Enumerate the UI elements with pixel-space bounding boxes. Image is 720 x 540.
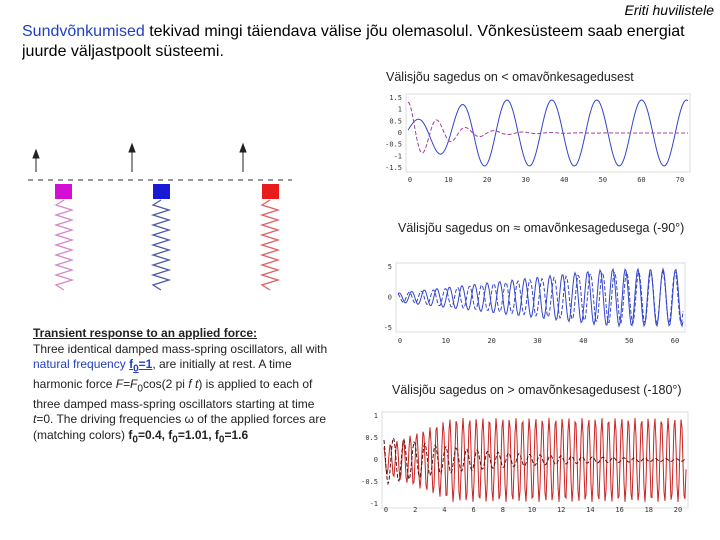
x-tick-label: 60 — [671, 337, 679, 345]
x-tick-label: 12 — [557, 506, 565, 514]
desc-text: cos(2 pi — [142, 376, 189, 391]
desc-text: 0 — [218, 434, 225, 446]
y-tick-label: 0 — [374, 456, 378, 464]
x-tick-label: 6 — [471, 506, 475, 514]
curve — [397, 270, 684, 325]
desc-text: F=F — [115, 376, 138, 391]
y-tick-label: -1.5 — [385, 164, 402, 172]
desc-text: f — [168, 427, 173, 442]
spring — [150, 199, 172, 291]
curve — [407, 101, 688, 154]
desc-heading: Transient response to an applied force: — [33, 326, 258, 340]
plot-frame — [395, 262, 686, 333]
desc-text: ) is applied to each of three damped mas… — [33, 376, 315, 411]
curve — [397, 267, 684, 328]
x-tick-label: 0 — [384, 506, 388, 514]
title: Sundvõnkumised tekivad mingi täiendava v… — [22, 22, 712, 62]
y-tick-label: -5 — [384, 324, 392, 332]
desc-text: 0 — [132, 434, 138, 446]
y-tick-label: 1.5 — [389, 94, 402, 102]
x-tick-label: 60 — [637, 176, 645, 184]
y-tick-label: -1 — [394, 152, 402, 160]
plot-frame — [381, 411, 689, 509]
desc-text: f — [129, 357, 134, 371]
desc-text: 0 — [133, 363, 139, 375]
x-tick-label: 18 — [645, 506, 653, 514]
x-tick-label: 16 — [615, 506, 623, 514]
x-tick-label: 70 — [676, 176, 684, 184]
x-tick-label: 10 — [528, 506, 536, 514]
x-tick-label: 10 — [442, 337, 450, 345]
mass — [153, 184, 170, 199]
y-tick-label: 5 — [388, 263, 392, 271]
y-tick-label: 1 — [398, 106, 402, 114]
y-tick-label: 0 — [398, 129, 402, 137]
description: Transient response to an applied force: T… — [33, 326, 333, 448]
desc-text: =0.4, — [137, 427, 169, 442]
x-tick-label: 50 — [625, 337, 633, 345]
y-tick-label: -0.5 — [361, 478, 378, 486]
plot-caption: Välisjõu sagedus on ≈ omavõnkesagedusega… — [398, 221, 685, 235]
x-tick-label: 2 — [413, 506, 417, 514]
x-tick-label: 4 — [442, 506, 446, 514]
desc-text: f — [214, 427, 219, 442]
desc-text: =1.6 — [224, 427, 249, 442]
desc-text: t — [33, 412, 37, 427]
curve — [383, 437, 687, 486]
y-tick-label: 0.5 — [365, 434, 378, 442]
x-tick-label: 14 — [586, 506, 594, 514]
x-tick-label: 30 — [533, 337, 541, 345]
x-tick-label: 20 — [487, 337, 495, 345]
mass — [55, 184, 72, 199]
spring — [259, 199, 281, 291]
y-tick-label: 0 — [388, 294, 392, 302]
mass — [262, 184, 279, 199]
arrows — [32, 142, 247, 172]
title-lead: Sundvõnkumised — [22, 23, 145, 40]
x-tick-label: 40 — [560, 176, 568, 184]
x-tick-label: 0 — [398, 337, 402, 345]
curve — [383, 417, 687, 503]
x-tick-label: 20 — [483, 176, 491, 184]
desc-text: natural frequency — [33, 357, 126, 371]
desc-text: 0 — [137, 383, 143, 395]
corner-note: Eriti huvilistele — [624, 2, 714, 18]
desc-text: =0. The driving frequencies ω of the app… — [33, 412, 326, 442]
desc-text: f t — [188, 376, 199, 391]
title-rest: tekivad mingi täiendava välise jõu olema… — [22, 23, 685, 60]
x-tick-label: 20 — [674, 506, 682, 514]
x-tick-label: 0 — [408, 176, 412, 184]
desc-text: 0 — [172, 434, 178, 446]
desc-text: Three identical damped mass-spring oscil… — [33, 341, 328, 356]
plot-caption: Välisjõu sagedus on < omavõnkesagedusest — [386, 70, 634, 84]
y-tick-label: -1 — [370, 500, 378, 508]
y-tick-label: -0.5 — [385, 141, 402, 149]
curve — [407, 99, 689, 167]
plot-frame — [405, 93, 691, 173]
x-tick-label: 40 — [579, 337, 587, 345]
spring — [53, 199, 75, 291]
plot-caption: Välisjõu sagedus on > omavõnkesagedusest… — [392, 383, 682, 397]
desc-text: f — [128, 427, 133, 442]
x-tick-label: 50 — [599, 176, 607, 184]
desc-text: =1 — [138, 357, 153, 371]
desc-text: =1.01, — [177, 427, 215, 442]
y-tick-label: 1 — [374, 412, 378, 420]
desc-text: , are initially at rest. A time harmonic… — [33, 357, 292, 391]
x-tick-label: 10 — [444, 176, 452, 184]
x-tick-label: 8 — [501, 506, 505, 514]
x-tick-label: 30 — [521, 176, 529, 184]
y-tick-label: 0.5 — [389, 117, 402, 125]
